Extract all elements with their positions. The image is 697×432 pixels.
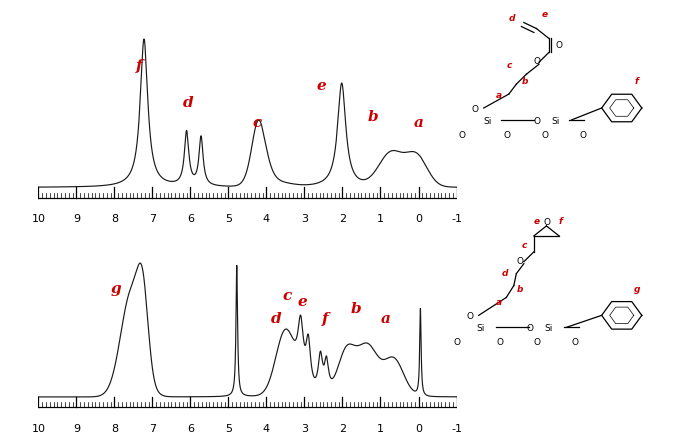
Text: 8: 8: [111, 424, 118, 432]
Text: g: g: [634, 285, 641, 293]
Text: 10: 10: [31, 214, 45, 224]
Text: 6: 6: [187, 214, 194, 224]
Text: 4: 4: [263, 424, 270, 432]
Text: 8: 8: [111, 214, 118, 224]
Text: a: a: [413, 116, 424, 130]
Text: -1: -1: [451, 424, 462, 432]
Text: 9: 9: [72, 214, 80, 224]
Text: 7: 7: [149, 424, 156, 432]
Text: f: f: [634, 77, 638, 86]
Text: O: O: [534, 57, 541, 66]
Text: O: O: [556, 41, 562, 51]
Text: d: d: [270, 312, 282, 326]
Text: b: b: [516, 285, 523, 293]
Text: 10: 10: [31, 424, 45, 432]
Text: b: b: [351, 302, 361, 316]
Text: 4: 4: [263, 214, 270, 224]
Text: O: O: [496, 338, 503, 347]
Text: Si: Si: [551, 117, 560, 126]
Text: O: O: [471, 105, 478, 114]
Text: g: g: [111, 282, 121, 296]
Text: O: O: [544, 218, 551, 227]
Text: e: e: [316, 79, 326, 93]
Text: Si: Si: [544, 324, 552, 333]
Text: b: b: [367, 109, 378, 124]
Text: 0: 0: [415, 424, 422, 432]
Text: 5: 5: [225, 424, 232, 432]
Text: c: c: [283, 289, 292, 303]
Text: 0: 0: [415, 214, 422, 224]
Text: O: O: [526, 324, 533, 333]
Text: e: e: [542, 10, 548, 19]
Text: e: e: [534, 217, 540, 226]
Text: f: f: [559, 217, 563, 226]
Text: a: a: [496, 91, 503, 100]
Text: O: O: [466, 312, 473, 321]
Text: f: f: [322, 312, 328, 326]
Text: d: d: [183, 96, 194, 110]
Text: b: b: [521, 77, 528, 86]
Text: O: O: [534, 117, 541, 126]
Text: 1: 1: [377, 214, 384, 224]
Text: 3: 3: [301, 424, 308, 432]
Text: a: a: [381, 312, 391, 326]
Text: 6: 6: [187, 424, 194, 432]
Text: O: O: [454, 338, 461, 347]
Text: a: a: [496, 299, 503, 308]
Text: 3: 3: [301, 214, 308, 224]
Text: 2: 2: [339, 214, 346, 224]
Text: d: d: [501, 269, 508, 278]
Text: O: O: [542, 131, 549, 140]
Text: O: O: [516, 257, 523, 266]
Text: 1: 1: [377, 424, 384, 432]
Text: c: c: [252, 116, 261, 130]
Text: 9: 9: [72, 424, 80, 432]
Text: c: c: [506, 61, 512, 70]
Text: O: O: [459, 131, 466, 140]
Text: O: O: [572, 338, 579, 347]
Text: -1: -1: [451, 214, 462, 224]
Text: Si: Si: [476, 324, 484, 333]
Text: f: f: [136, 59, 142, 73]
Text: 7: 7: [149, 214, 156, 224]
Text: e: e: [298, 295, 307, 309]
Text: 5: 5: [225, 214, 232, 224]
Text: O: O: [504, 131, 511, 140]
Text: O: O: [579, 131, 586, 140]
Text: c: c: [521, 241, 527, 250]
Text: O: O: [534, 338, 541, 347]
Text: d: d: [509, 13, 515, 22]
Text: 2: 2: [339, 424, 346, 432]
Text: Si: Si: [484, 117, 492, 126]
